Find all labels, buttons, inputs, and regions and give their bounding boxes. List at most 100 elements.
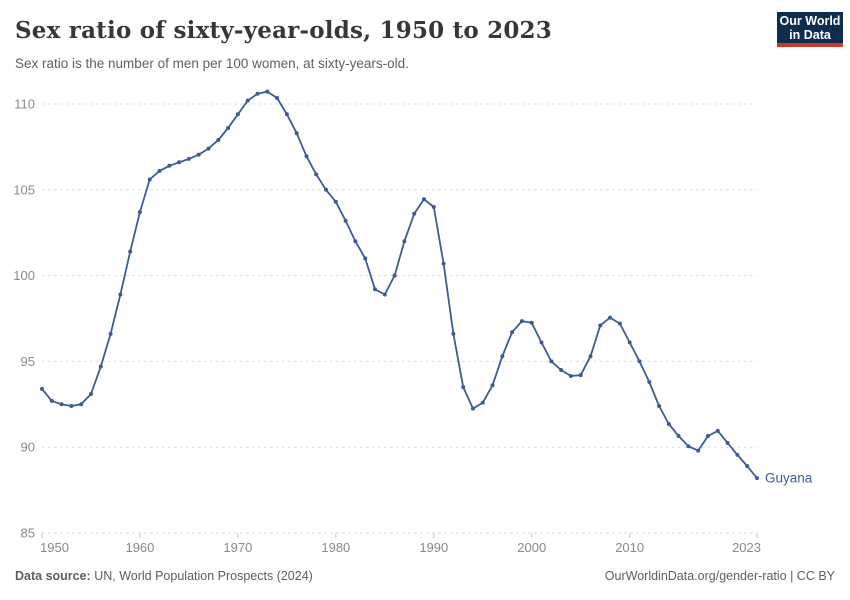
data-point-marker bbox=[666, 422, 671, 426]
data-point-marker bbox=[745, 464, 750, 469]
data-point-marker bbox=[128, 249, 133, 254]
data-point-marker bbox=[490, 383, 495, 388]
data-point-marker bbox=[598, 323, 603, 328]
data-point-marker bbox=[333, 199, 338, 204]
data-point-marker bbox=[647, 380, 652, 384]
data-source-note: Data source: UN, World Population Prospe… bbox=[15, 569, 313, 583]
data-point-marker bbox=[235, 112, 240, 117]
data-point-marker bbox=[157, 168, 162, 173]
data-point-marker bbox=[275, 96, 280, 100]
data-point-marker bbox=[108, 331, 113, 336]
data-point-marker bbox=[608, 315, 613, 320]
data-point-marker bbox=[294, 131, 299, 136]
data-point-marker bbox=[314, 172, 319, 177]
x-axis-tick-label: 1950 bbox=[40, 540, 69, 555]
data-point-marker bbox=[637, 359, 642, 364]
x-axis-tick-label: 1980 bbox=[321, 540, 350, 555]
data-point-marker bbox=[451, 331, 456, 336]
data-point-marker bbox=[725, 440, 730, 445]
data-point-marker bbox=[206, 146, 211, 151]
data-point-marker bbox=[480, 400, 485, 405]
data-point-marker bbox=[226, 126, 231, 130]
data-point-marker bbox=[373, 287, 377, 292]
owid-logo[interactable]: Our World in Data bbox=[777, 12, 843, 47]
data-point-marker bbox=[686, 444, 691, 449]
entity-label: Guyana bbox=[765, 471, 813, 486]
data-point-marker bbox=[431, 205, 436, 209]
data-point-marker bbox=[177, 160, 182, 165]
data-point-marker bbox=[49, 398, 54, 403]
data-point-marker bbox=[549, 359, 554, 364]
data-point-marker bbox=[216, 138, 221, 142]
data-point-marker bbox=[461, 385, 466, 390]
data-point-marker bbox=[343, 218, 348, 223]
owid-logo-line2: in Data bbox=[789, 27, 831, 42]
data-point-marker bbox=[519, 319, 524, 324]
data-point-marker bbox=[118, 292, 123, 297]
data-point-marker bbox=[735, 452, 740, 457]
data-point-marker bbox=[402, 239, 407, 244]
page-title: Sex ratio of sixty-year-olds, 1950 to 20… bbox=[15, 17, 552, 44]
data-point-marker bbox=[578, 373, 583, 378]
data-source-value: UN, World Population Prospects (2024) bbox=[90, 569, 313, 583]
x-axis-tick-label: 1990 bbox=[419, 540, 448, 555]
data-line-guyana bbox=[41, 90, 758, 480]
x-axis-tick-label: 1960 bbox=[125, 540, 154, 555]
data-point-marker bbox=[69, 404, 74, 408]
data-point-marker bbox=[510, 330, 515, 335]
data-point-marker bbox=[167, 163, 172, 168]
data-point-marker bbox=[500, 354, 505, 359]
data-point-marker bbox=[89, 392, 93, 396]
x-axis-tick-label: 2023 bbox=[732, 540, 761, 555]
data-point-marker bbox=[617, 321, 622, 326]
data-point-marker bbox=[304, 154, 309, 159]
data-point-marker bbox=[382, 292, 387, 297]
data-point-marker bbox=[441, 261, 446, 266]
data-point-marker bbox=[363, 256, 368, 261]
data-point-marker bbox=[696, 448, 701, 453]
data-point-marker bbox=[676, 434, 681, 438]
data-point-marker bbox=[392, 273, 397, 278]
y-axis-tick-label: 110 bbox=[14, 97, 35, 112]
y-axis-tick-label: 90 bbox=[21, 440, 35, 455]
data-point-marker bbox=[255, 91, 260, 96]
chart-footer: Data source: UN, World Population Prospe… bbox=[15, 569, 835, 583]
data-point-marker bbox=[627, 340, 632, 345]
data-point-marker bbox=[98, 364, 103, 369]
data-point-marker bbox=[657, 404, 662, 408]
data-source-label: Data source: bbox=[15, 569, 91, 583]
data-point-marker bbox=[353, 239, 358, 244]
owid-url-license-link[interactable]: OurWorldinData.org/gender-ratio | CC BY bbox=[604, 569, 835, 583]
y-axis-tick-label: 95 bbox=[21, 354, 35, 369]
data-point-marker bbox=[40, 386, 44, 391]
data-point-marker bbox=[59, 402, 64, 407]
data-point-marker bbox=[471, 406, 475, 411]
data-point-marker bbox=[715, 428, 720, 433]
data-point-marker bbox=[245, 98, 250, 103]
data-point-marker bbox=[79, 402, 84, 407]
data-point-marker bbox=[137, 210, 142, 215]
y-axis-tick-label: 100 bbox=[13, 268, 35, 283]
y-axis-tick-label: 105 bbox=[13, 182, 35, 197]
y-axis-tick-label: 85 bbox=[21, 526, 35, 541]
data-point-marker bbox=[147, 177, 152, 182]
data-point-marker bbox=[186, 156, 191, 161]
chart-subtitle: Sex ratio is the number of men per 100 w… bbox=[15, 56, 409, 71]
data-point-marker bbox=[568, 374, 573, 378]
x-axis-tick-label: 2000 bbox=[517, 540, 546, 555]
data-point-marker bbox=[539, 340, 544, 345]
data-point-marker bbox=[265, 89, 270, 94]
x-axis-tick-label: 2010 bbox=[615, 540, 644, 555]
data-point-marker bbox=[422, 197, 426, 202]
data-point-marker bbox=[284, 112, 289, 117]
data-point-marker bbox=[196, 152, 201, 157]
data-point-marker bbox=[529, 320, 534, 325]
data-point-marker bbox=[324, 187, 328, 192]
data-point-marker bbox=[412, 211, 417, 216]
x-axis-tick-label: 1970 bbox=[223, 540, 252, 555]
data-point-marker bbox=[706, 434, 710, 438]
owid-logo-line1: Our World bbox=[779, 13, 841, 28]
data-point-marker bbox=[588, 354, 593, 359]
data-point-marker bbox=[755, 476, 759, 481]
